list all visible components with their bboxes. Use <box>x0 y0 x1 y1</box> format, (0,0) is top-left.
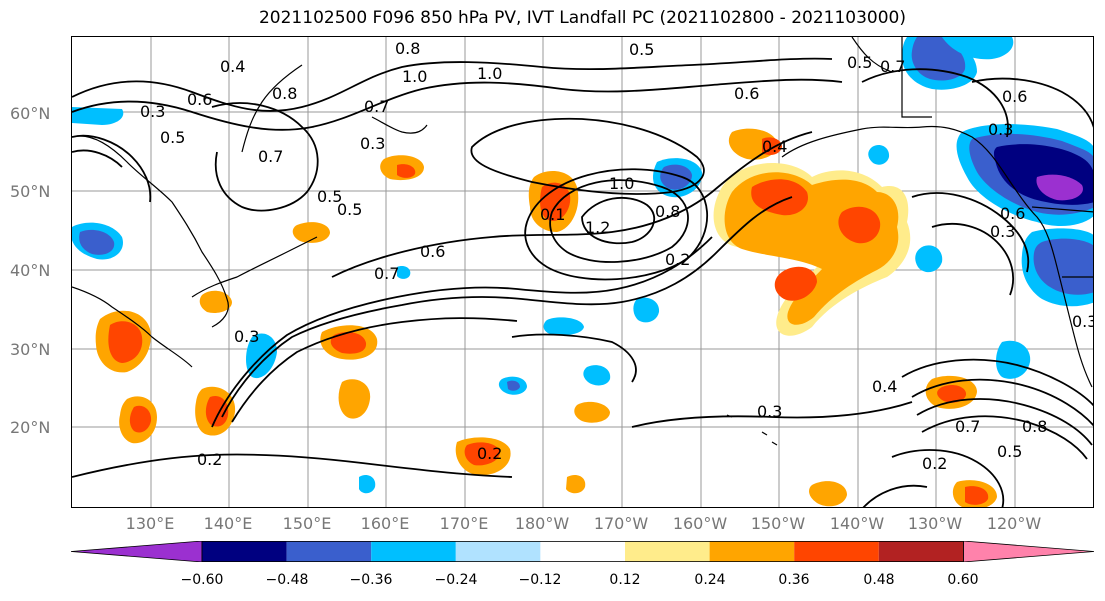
contour-label: 0.7 <box>374 264 399 283</box>
contour-label: 0.5 <box>997 442 1022 461</box>
map-title: 2021102500 F096 850 hPa PV, IVT Landfall… <box>258 8 906 28</box>
contour-label: 0.6 <box>187 90 212 109</box>
contour-label: 0.7 <box>258 147 283 166</box>
contour-label: 0.8 <box>655 202 680 221</box>
lon-label-170e: 170°E <box>439 514 489 533</box>
colorbar-tick: 0.24 <box>694 572 726 588</box>
lon-label-140w: 140°W <box>829 514 885 533</box>
graticule <box>72 37 1093 507</box>
contour-label: 0.8 <box>1022 417 1047 436</box>
contour-label: 1.2 <box>585 218 610 237</box>
contour-label: 1.0 <box>402 67 427 86</box>
colorbar-segment <box>794 541 879 562</box>
colorbar-segment <box>71 541 203 562</box>
colorbar-segment <box>878 541 964 562</box>
lat-label-50n: 50°N <box>10 182 51 201</box>
lat-label-60n: 60°N <box>10 104 51 123</box>
colorbar-segment <box>625 541 710 562</box>
contour-label: 0.6 <box>1000 204 1025 223</box>
colorbar-segment <box>202 541 287 562</box>
lon-label-130w: 130°W <box>907 514 963 533</box>
contour-label: 0.5 <box>160 128 185 147</box>
contour-label: 0.5 <box>317 187 342 206</box>
colorbar-segment <box>709 541 795 562</box>
colorbar-segment <box>963 541 1094 562</box>
ivt-anomaly-fill <box>95 128 997 507</box>
contour-label: 0.7 <box>364 97 389 116</box>
colorbar <box>71 541 1094 562</box>
contour-label: 0.8 <box>395 39 420 58</box>
colorbar-tick: −0.12 <box>518 572 562 588</box>
contour-label: 0.3 <box>988 120 1013 139</box>
colorbar-tick: 0.60 <box>947 572 979 588</box>
contour-label: 0.2 <box>197 450 222 469</box>
map-svg: 0.8 0.5 0.4 1.0 1.0 0.8 0.6 0.5 0.7 0.7 … <box>72 37 1094 507</box>
colorbar-segment <box>371 541 456 562</box>
contour-label: 0.5 <box>847 53 872 72</box>
colorbar-tick: 0.36 <box>778 572 810 588</box>
lon-label-120w: 120°W <box>986 514 1042 533</box>
colorbar-tick: 0.12 <box>609 572 641 588</box>
contour-label: 0.6 <box>420 242 445 261</box>
contour-label: 0.3 <box>757 402 782 421</box>
contour-label: 0.3 <box>140 102 165 121</box>
contour-label: 0.2 <box>922 454 947 473</box>
contour-label: 0.8 <box>272 84 297 103</box>
contour-label: 0.3 <box>360 134 385 153</box>
contour-label: 0.2 <box>665 250 690 269</box>
map-panel: 0.8 0.5 0.4 1.0 1.0 0.8 0.6 0.5 0.7 0.7 … <box>71 36 1094 508</box>
contour-label: 1.0 <box>609 174 634 193</box>
contour-label: 0.6 <box>1002 87 1027 106</box>
coastlines <box>72 37 1093 446</box>
contour-labels: 0.8 0.5 0.4 1.0 1.0 0.8 0.6 0.5 0.7 0.7 … <box>140 39 1094 473</box>
lon-label-150w: 150°W <box>750 514 806 533</box>
lon-label-180w: 180°W <box>514 514 570 533</box>
lon-label-140e: 140°E <box>203 514 253 533</box>
contour-label: 0.7 <box>880 57 905 76</box>
colorbar-segment <box>455 541 541 562</box>
contour-label: 0.4 <box>872 377 897 396</box>
lat-label-20n: 20°N <box>10 418 51 437</box>
colorbar-tick: −0.60 <box>180 572 224 588</box>
contour-label: 0.3 <box>990 222 1015 241</box>
pv-contours <box>72 57 1093 507</box>
contour-label: 0.6 <box>734 84 759 103</box>
lat-label-40n: 40°N <box>10 261 51 280</box>
lon-label-160w: 160°W <box>672 514 728 533</box>
contour-label: 0.4 <box>220 57 245 76</box>
lon-label-150e: 150°E <box>282 514 332 533</box>
contour-label: 0.5 <box>629 40 654 59</box>
contour-label: 0.5 <box>337 200 362 219</box>
contour-label: 0.4 <box>762 137 787 156</box>
colorbar-segment <box>286 541 372 562</box>
contour-label: 1.0 <box>477 64 502 83</box>
colorbar-tick: −0.24 <box>434 572 478 588</box>
lon-label-170w: 170°W <box>593 514 649 533</box>
contour-label: 0.1 <box>540 205 565 224</box>
contour-label: 0.7 <box>955 417 980 436</box>
colorbar-tick: 0.48 <box>863 572 895 588</box>
contour-label: 0.2 <box>477 444 502 463</box>
contour-label: 0.3 <box>234 327 259 346</box>
colorbar-tick: −0.36 <box>349 572 393 588</box>
contour-label: 0.3 <box>1072 312 1094 331</box>
colorbar-tick: −0.48 <box>265 572 309 588</box>
lon-label-160e: 160°E <box>360 514 410 533</box>
lon-label-130e: 130°E <box>125 514 175 533</box>
colorbar-segment <box>540 541 625 562</box>
lat-label-30n: 30°N <box>10 340 51 359</box>
